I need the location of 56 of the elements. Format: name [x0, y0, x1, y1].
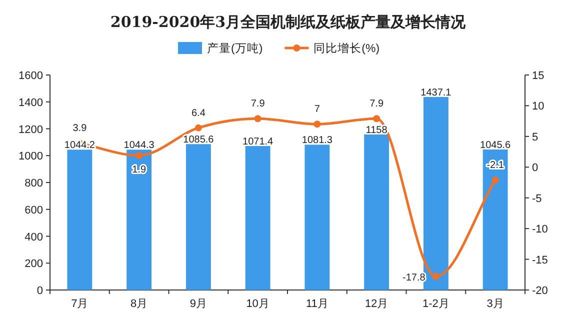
x-tick-label: 7月: [71, 298, 88, 310]
data-label: 6.4: [191, 108, 206, 119]
point: [194, 124, 202, 132]
data-label: 7.9: [370, 98, 384, 110]
y-tick-label: 400: [24, 231, 43, 244]
y-tick-label: 600: [24, 204, 43, 216]
x-tick-label: 9月: [190, 298, 207, 310]
y-tick-label: 0: [36, 285, 43, 297]
point: [136, 152, 143, 159]
y2-tick-label: -20: [532, 285, 548, 297]
point: [373, 115, 380, 122]
bar: [482, 149, 508, 290]
data-label: 1085.6: [183, 134, 214, 146]
point: [314, 120, 321, 128]
y2-tick-label: -10: [532, 224, 548, 236]
point: [492, 176, 499, 184]
y2-tick-label: 10: [532, 100, 544, 113]
data-label: 7.9: [250, 98, 266, 110]
legend-label: 产量(万吨): [207, 41, 263, 55]
data-label: 1.9: [132, 164, 146, 176]
x-tick-label: 12月: [364, 298, 388, 310]
y-tick-label: 1600: [18, 70, 43, 82]
bar: [423, 96, 448, 290]
y2-tick-label: -15: [532, 254, 548, 266]
y-tick-label: 800: [24, 178, 43, 190]
y2-tick-label: 5: [532, 131, 538, 144]
data-label: 3.9: [72, 123, 88, 134]
bar: [186, 144, 211, 290]
data-label: 1044.3: [124, 140, 155, 152]
point: [254, 115, 262, 122]
data-label: 1071.4: [242, 136, 274, 148]
y-tick-label: 1400: [18, 96, 43, 109]
y2-tick-label: 0: [532, 162, 538, 174]
x-tick-label: 3月: [486, 298, 504, 310]
y-tick-label: 1200: [18, 124, 43, 136]
bar: [364, 134, 390, 290]
bar: [304, 144, 330, 290]
x-tick-label: 11月: [306, 298, 328, 310]
data-label: 1437.1: [420, 87, 452, 98]
data-label: 1081.3: [302, 135, 333, 146]
bar: [67, 150, 92, 290]
x-tick-label: 10月: [246, 298, 270, 310]
x-tick-label: 8月: [130, 298, 148, 310]
chart-title: 2019-2020年3月全国机制纸及纸板产量及增长情况: [110, 13, 467, 31]
y2-tick-label: 15: [532, 70, 544, 82]
legend-label: 同比增长(%): [314, 42, 380, 55]
data-label: -2.1: [486, 160, 504, 172]
x-tick-label: 1-2月: [422, 298, 450, 310]
bar: [245, 146, 270, 290]
y-tick-label: 1000: [18, 150, 43, 163]
point: [432, 272, 440, 280]
data-label: 1045.6: [480, 140, 512, 151]
y-tick-label: 200: [24, 258, 43, 270]
bar: [126, 150, 152, 290]
y2-tick-label: -5: [532, 192, 542, 205]
data-label: 7: [314, 104, 320, 116]
